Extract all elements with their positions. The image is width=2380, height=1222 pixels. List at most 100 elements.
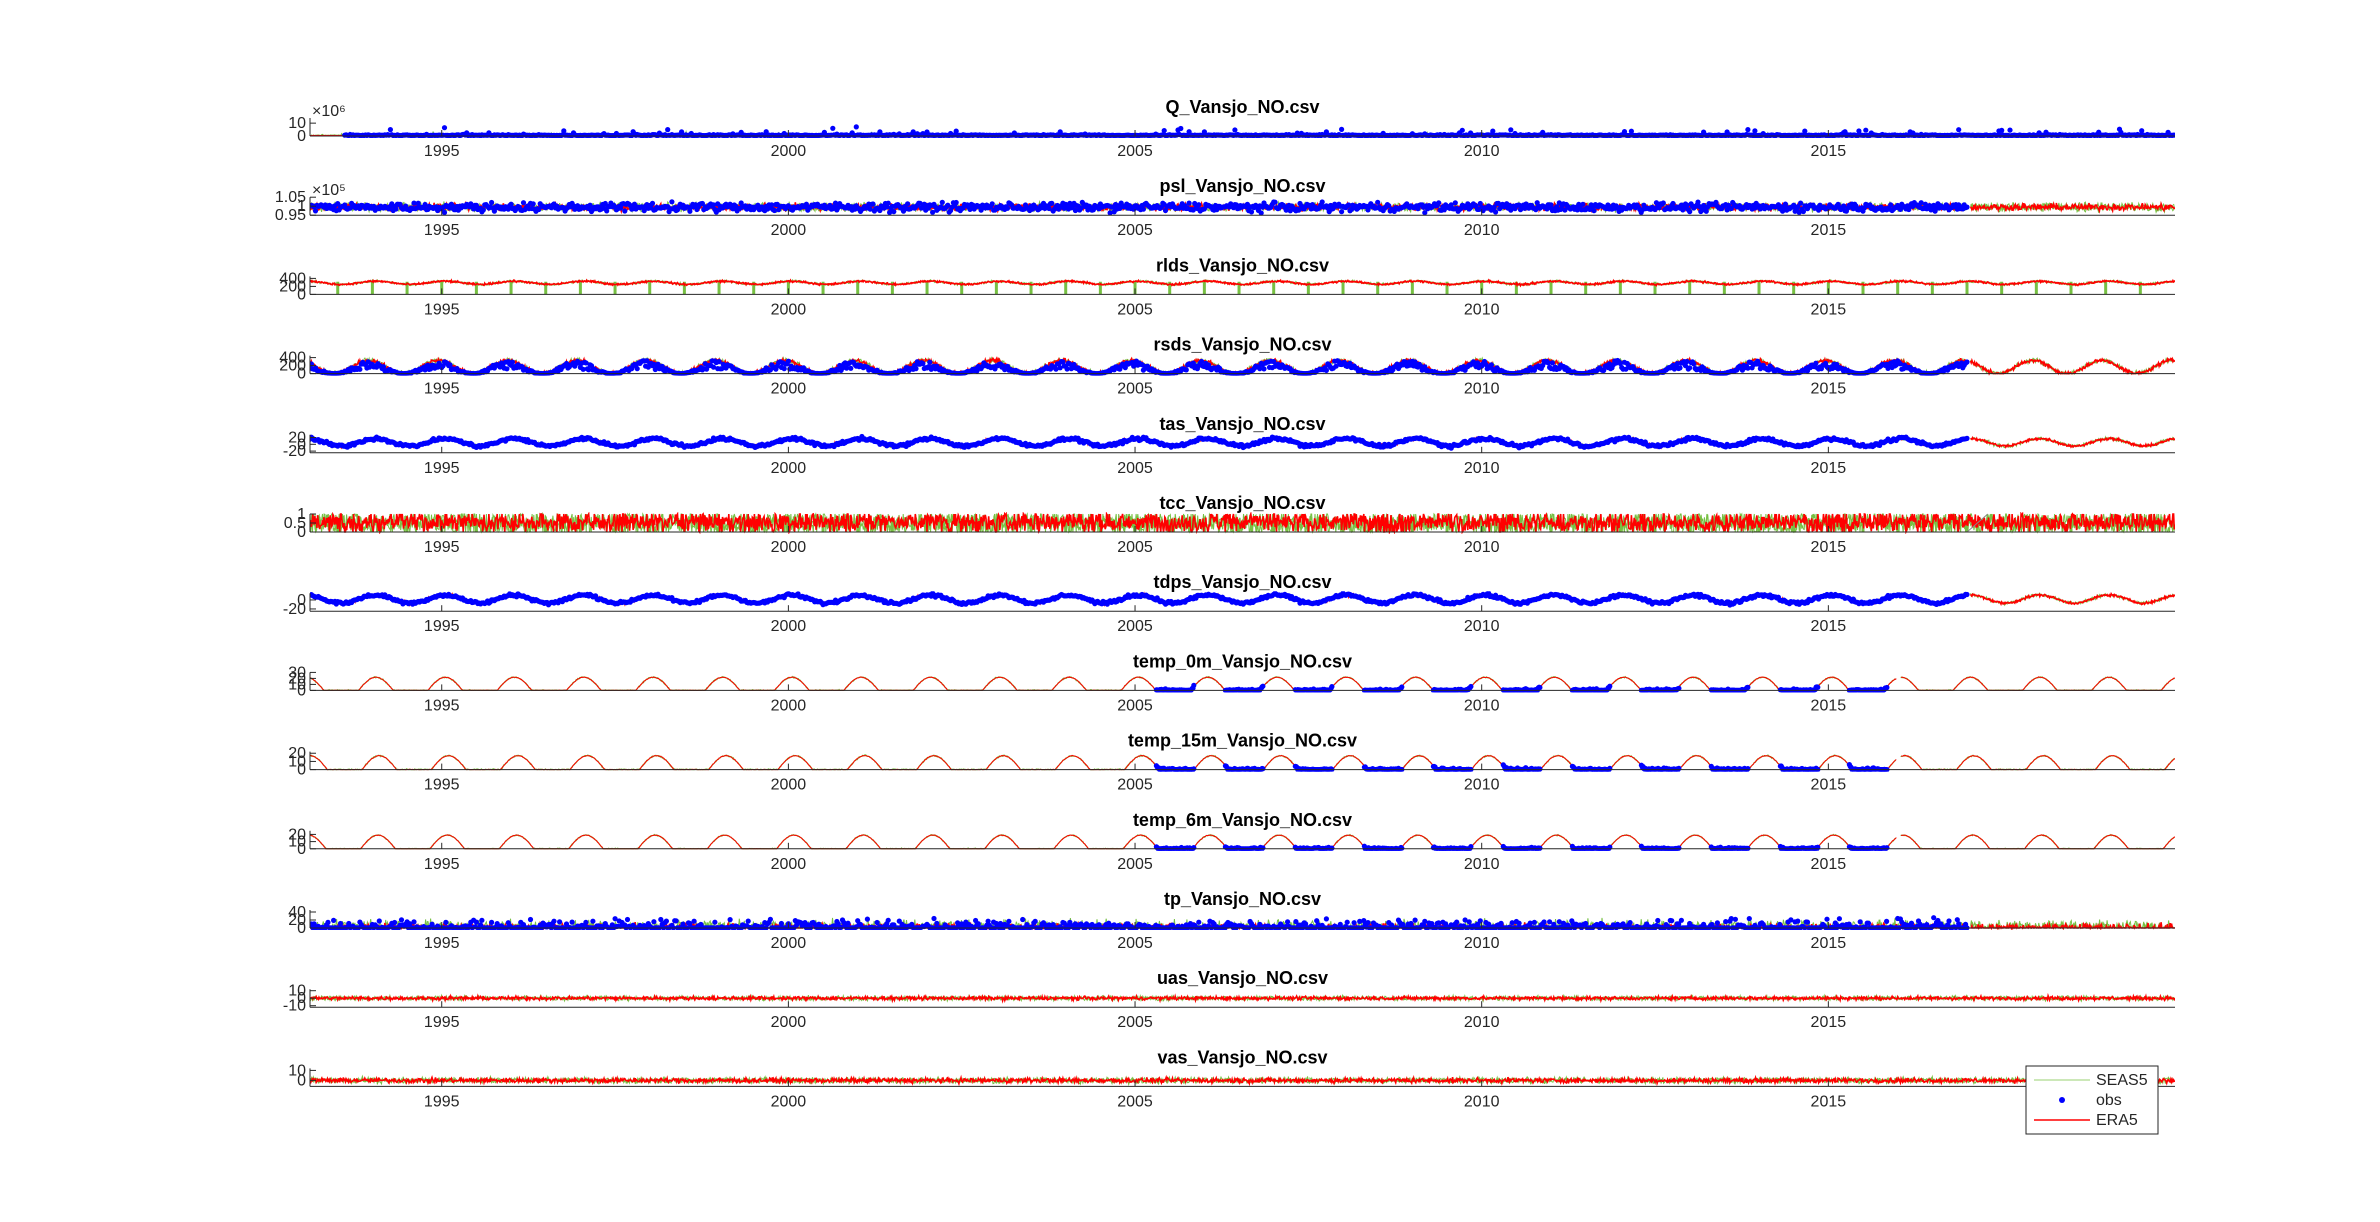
obs-point (848, 366, 853, 371)
obs-point (388, 127, 393, 132)
obs-point (1490, 129, 1495, 134)
era5-line (310, 280, 2175, 286)
obs-point (1261, 366, 1266, 371)
obs-point (1453, 200, 1458, 205)
obs-point (1249, 209, 1254, 214)
obs-point (1745, 127, 1750, 132)
obs-point (1005, 206, 1010, 211)
obs-point (1999, 128, 2004, 133)
obs-point (1508, 127, 1513, 132)
x-tick-label: 2015 (1811, 301, 1847, 318)
x-tick-label: 2015 (1811, 222, 1847, 239)
obs-point (1752, 128, 1757, 133)
obs-point (1436, 200, 1441, 205)
obs-point (1964, 359, 1969, 364)
x-tick-label: 2015 (1811, 381, 1847, 398)
panel-title: Q_Vansjo_NO.csv (1165, 97, 1319, 117)
x-tick-label: 2005 (1117, 301, 1153, 318)
obs-point (510, 360, 515, 365)
x-tick-label: 2010 (1464, 222, 1500, 239)
obs-point (1232, 127, 1237, 132)
x-tick-label: 1995 (424, 301, 460, 318)
obs-point (905, 201, 910, 206)
obs-point (622, 208, 627, 213)
obs-point (1677, 365, 1682, 370)
obs-point (891, 209, 896, 214)
obs-point (782, 366, 787, 371)
x-tick-label: 1995 (424, 143, 460, 160)
y-tick-label: 0 (297, 366, 306, 383)
obs-point (1489, 362, 1494, 367)
obs-point (2007, 128, 2012, 133)
obs-point (669, 199, 674, 204)
y-tick-label: 0 (297, 286, 306, 303)
obs-point (1964, 205, 1969, 210)
obs-point (531, 201, 536, 206)
x-tick-label: 2000 (771, 381, 807, 398)
obs-point (1863, 128, 1868, 133)
y-tick-label: 0 (297, 128, 306, 145)
obs-point (786, 359, 791, 364)
obs-point (1661, 200, 1666, 205)
obs-point (940, 200, 945, 205)
x-tick-label: 1995 (424, 222, 460, 239)
obs-point (1591, 208, 1596, 213)
obs-point (1670, 201, 1675, 206)
obs-point (1187, 201, 1192, 206)
obs-point (1687, 365, 1692, 370)
obs-point (393, 206, 398, 211)
obs-point (1956, 127, 1961, 132)
x-tick-label: 2005 (1117, 381, 1153, 398)
obs-point (1691, 361, 1696, 366)
x-tick-label: 1995 (424, 381, 460, 398)
obs-point (2172, 133, 2177, 138)
obs-point (1049, 201, 1054, 206)
obs-point (650, 201, 655, 206)
obs-point (1178, 126, 1183, 131)
panel-title: psl_Vansjo_NO.csv (1159, 176, 1325, 196)
x-tick-label: 2000 (771, 301, 807, 318)
obs-point (442, 210, 447, 215)
obs-point (1324, 368, 1329, 373)
obs-point (1320, 199, 1325, 204)
obs-point (521, 200, 526, 205)
obs-point (1196, 202, 1201, 207)
obs-point (1695, 200, 1700, 205)
obs-point (913, 366, 918, 371)
obs-point (665, 127, 670, 132)
obs-point (481, 207, 486, 212)
obs-point (1339, 127, 1344, 132)
panel-data (307, 434, 2175, 451)
y-tick-label: 0.95 (275, 207, 306, 224)
obs-point (635, 366, 640, 371)
obs-point (854, 124, 859, 129)
x-tick-label: 2000 (771, 222, 807, 239)
panel-title: rsds_Vansjo_NO.csv (1153, 335, 1331, 355)
obs-point (1184, 367, 1189, 372)
obs-point (1704, 209, 1709, 214)
x-tick-label: 2005 (1117, 143, 1153, 160)
obs-point (1375, 200, 1380, 205)
obs-point (442, 125, 447, 130)
obs-point (1687, 209, 1692, 214)
obs-point (1339, 209, 1344, 214)
obs-point (1162, 128, 1167, 133)
obs-point (504, 366, 509, 371)
obs-point (489, 200, 494, 205)
panel-data (307, 199, 2175, 215)
obs-point (357, 367, 362, 372)
obs-point (870, 201, 875, 206)
panel-data (310, 280, 2175, 295)
y-exponent-label: ×10⁶ (312, 103, 346, 120)
panel-title: rlds_Vansjo_NO.csv (1156, 255, 1329, 275)
panel-title: tas_Vansjo_NO.csv (1159, 414, 1325, 434)
obs-point (990, 201, 995, 206)
obs-point (1813, 361, 1818, 366)
obs-point (1798, 201, 1803, 206)
